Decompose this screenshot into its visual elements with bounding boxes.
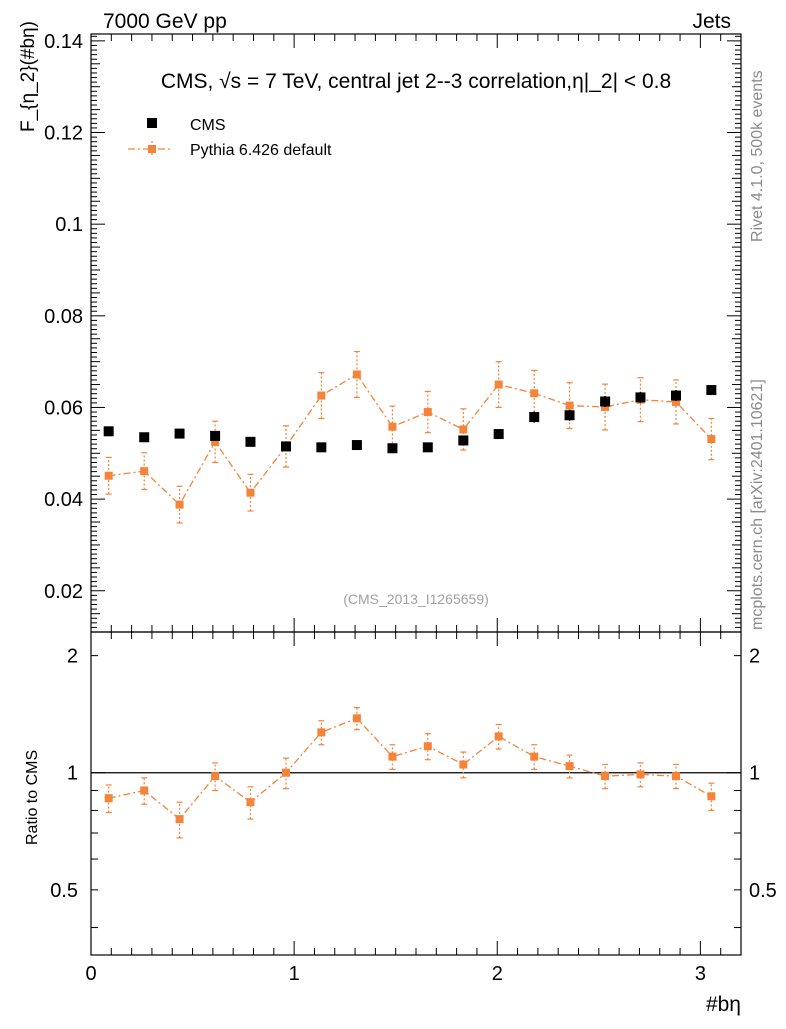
- cms-point: [387, 443, 398, 454]
- ratio-point: [211, 772, 220, 781]
- pythia-point: [494, 380, 503, 389]
- cms-point: [458, 435, 469, 446]
- cms-point: [210, 430, 221, 441]
- header-category-label: Jets: [692, 10, 731, 33]
- y-tick-label: 0.06: [44, 397, 83, 419]
- x-axis-label: #bη: [706, 993, 741, 1016]
- pythia-point: [459, 425, 468, 434]
- cms-point: [422, 442, 433, 453]
- pythia-point: [352, 370, 361, 379]
- ratio-point: [388, 752, 397, 761]
- cms-point: [671, 390, 681, 401]
- legend-pythia-marker: [148, 145, 156, 153]
- ratio-point: [707, 792, 716, 801]
- ratio-y-tick-label: 1: [749, 763, 760, 785]
- chart-title: CMS, √s = 7 TeV, central jet 2--3 correl…: [161, 70, 671, 93]
- cms-point: [529, 412, 540, 423]
- x-tick-label: 2: [492, 963, 503, 985]
- cms-point: [316, 442, 327, 453]
- ratio-point: [352, 714, 361, 723]
- rivet-version-label: Rivet 4.1.0, 500k events: [749, 70, 766, 242]
- ratio-y-tick-label: 1: [67, 763, 78, 785]
- ratio-point: [140, 786, 149, 795]
- legend-pythia-label: Pythia 6.426 default: [190, 142, 332, 159]
- ratio-point: [175, 815, 184, 824]
- ratio-point: [672, 772, 680, 781]
- ratio-point: [565, 762, 574, 771]
- legend: CMS Pythia 6.426 default: [128, 117, 332, 159]
- y-tick-label: 0.08: [44, 306, 83, 328]
- pythia-point: [423, 408, 432, 417]
- pythia-point: [317, 391, 326, 400]
- cms-point: [706, 385, 717, 396]
- cms-point: [635, 392, 646, 403]
- pythia-point: [565, 401, 574, 410]
- ratio-point: [282, 768, 290, 777]
- cms-point: [245, 436, 256, 447]
- cms-point: [600, 396, 611, 407]
- ratio-point: [530, 752, 539, 761]
- header-energy-label: 7000 GeV pp: [103, 10, 227, 33]
- analysis-tag: (CMS_2013_I1265659): [343, 591, 489, 607]
- y-tick-label: 0.14: [44, 31, 83, 53]
- x-tick-label: 1: [289, 963, 300, 985]
- ratio-y-tick-label: 0.5: [50, 880, 78, 902]
- legend-cms-marker: [147, 118, 157, 128]
- y-tick-label: 0.04: [44, 489, 83, 511]
- ratio-y-tick-label: 2: [749, 646, 760, 668]
- x-tick-label: 0: [85, 963, 96, 985]
- cms-point: [351, 440, 362, 451]
- main-plot-frame: [90, 33, 742, 633]
- cms-point: [493, 429, 504, 440]
- pythia-point: [707, 435, 716, 444]
- ratio-point: [423, 742, 432, 751]
- ratio-y-tick-label: 0.5: [749, 880, 777, 902]
- y-axis-label: F_{η_2}(#bη): [18, 21, 39, 132]
- ratio-point: [317, 728, 326, 737]
- pythia-point: [246, 488, 255, 497]
- pythia-point: [672, 397, 680, 406]
- mcplots-source-label: mcplots.cern.ch [arXiv:2401.10621]: [749, 379, 766, 630]
- cms-point: [103, 426, 114, 437]
- x-tick-label: 3: [695, 963, 706, 985]
- cms-point: [174, 428, 185, 439]
- y-tick-label: 0.12: [44, 123, 83, 145]
- pythia-point: [211, 437, 220, 446]
- ratio-line: [108, 717, 712, 821]
- y-tick-label: 0.1: [55, 214, 83, 236]
- cms-point: [139, 432, 150, 443]
- ratio-point: [104, 794, 113, 803]
- ratio-point: [494, 732, 503, 741]
- pythia-point: [530, 389, 539, 398]
- cms-point: [564, 410, 575, 421]
- pythia-point: [104, 471, 113, 480]
- legend-cms-label: CMS: [190, 117, 226, 134]
- y-tick-label: 0.02: [44, 581, 83, 603]
- pythia-point: [388, 422, 397, 431]
- ratio-y-tick-label: 2: [67, 646, 78, 668]
- ratio-point: [459, 760, 468, 769]
- ratio-point: [246, 798, 255, 807]
- pythia-line: [108, 373, 712, 506]
- pythia-point: [175, 500, 184, 509]
- ratio-y-axis-label: Ratio to CMS: [24, 750, 41, 845]
- pythia-point: [140, 467, 149, 476]
- ratio-plot-frame: [90, 631, 742, 956]
- ratio-point: [601, 772, 610, 781]
- cms-point: [281, 441, 291, 452]
- ratio-point: [636, 770, 645, 779]
